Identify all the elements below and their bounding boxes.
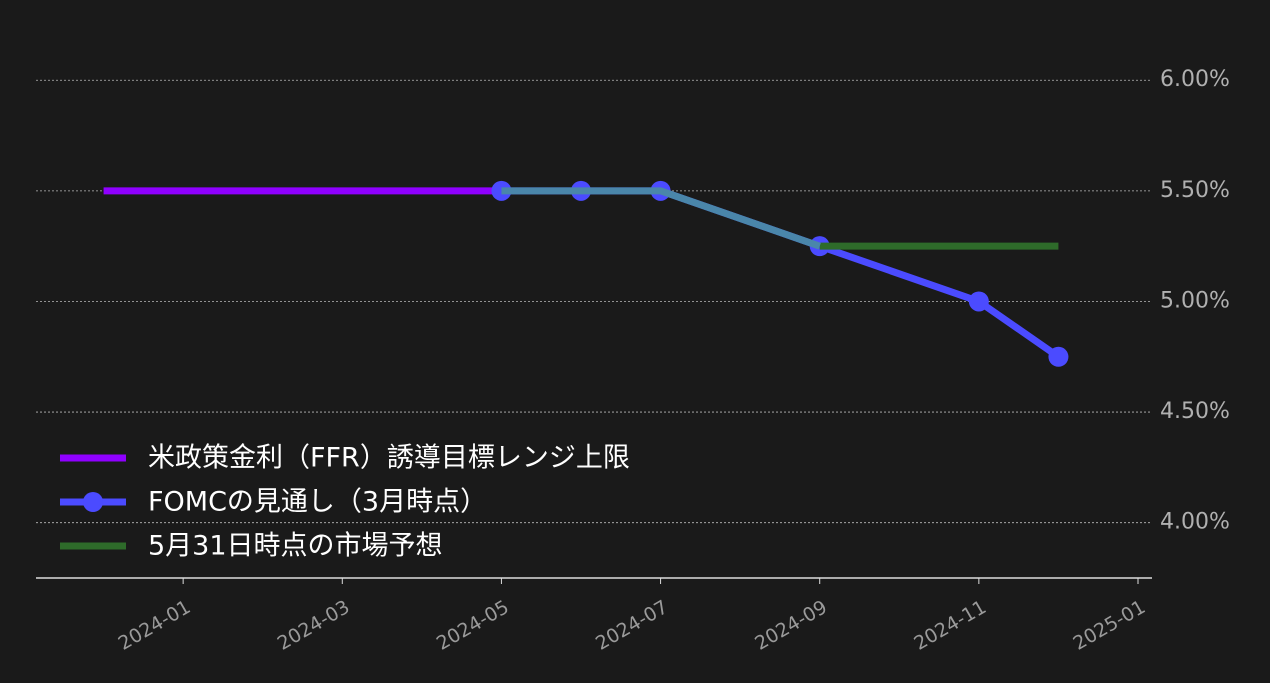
x-tick-label: 2024-09 <box>751 596 831 655</box>
y-tick-label: 4.00% <box>1160 510 1230 535</box>
legend-label: 5月31日時点の市場予想 <box>148 531 443 562</box>
series-line <box>501 187 821 250</box>
x-tick-label: 2025-01 <box>1069 596 1149 655</box>
x-tick-label: 2024-01 <box>115 596 195 655</box>
x-tick-label: 2024-05 <box>433 596 513 655</box>
legend-marker <box>83 492 103 512</box>
series-line <box>501 187 1061 360</box>
legend-label: FOMCの見通し（3月時点） <box>148 487 487 518</box>
legend-label: 米政策金利（FFR）誘導目標レンジ上限 <box>148 443 630 474</box>
y-tick-label: 5.50% <box>1160 178 1230 203</box>
y-tick-label: 5.00% <box>1160 288 1230 313</box>
x-tick-label: 2024-03 <box>274 596 354 655</box>
x-tick-label: 2024-11 <box>910 596 990 655</box>
point <box>1048 346 1069 367</box>
y-tick-label: 4.50% <box>1160 399 1230 424</box>
point <box>968 291 989 312</box>
x-tick-label: 2024-07 <box>592 596 672 655</box>
y-tick-label: 6.00% <box>1160 67 1230 92</box>
